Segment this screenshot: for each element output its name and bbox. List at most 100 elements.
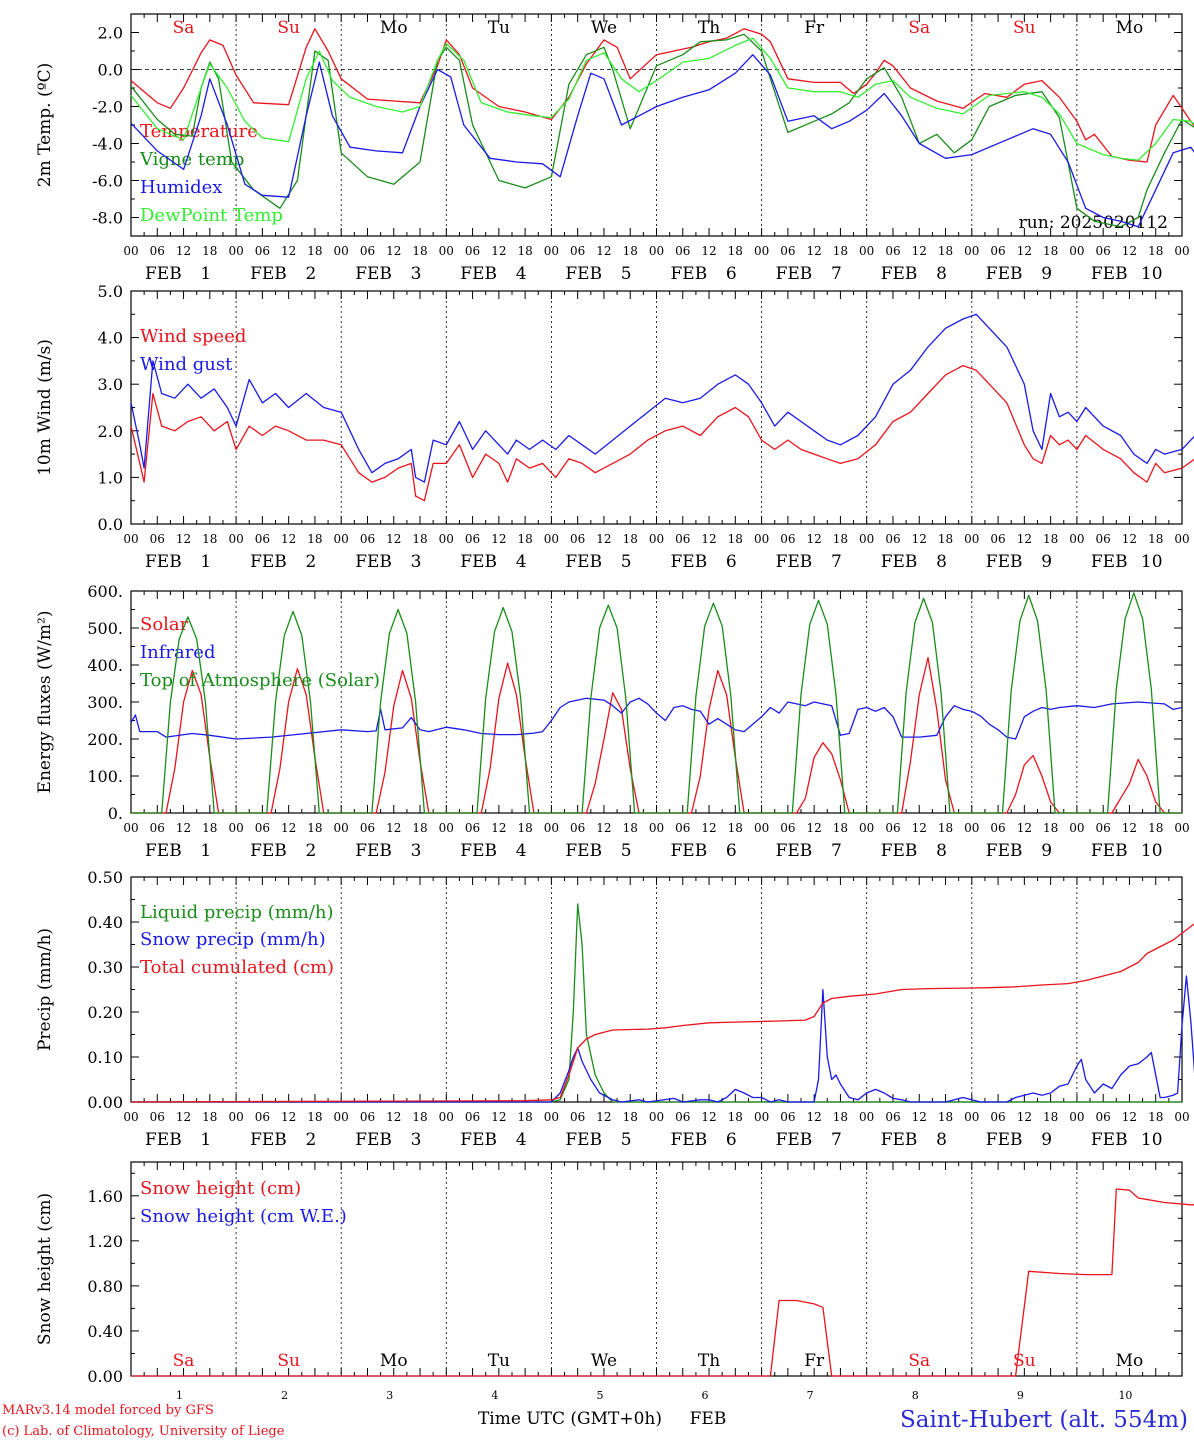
x-hour-label: 18 xyxy=(938,1110,953,1124)
x-day-number: 1 xyxy=(200,1130,211,1150)
legend-entry: Wind speed xyxy=(140,326,246,347)
x-hour-label: 12 xyxy=(807,244,822,258)
x-day-number: 8 xyxy=(936,552,947,572)
x-hour-label: 12 xyxy=(281,532,296,546)
x-hour-label: 06 xyxy=(780,1110,795,1124)
x-hour-label: 00 xyxy=(754,532,769,546)
x-day-number: 5 xyxy=(621,841,632,861)
day-number-bottom: 8 xyxy=(912,1389,919,1402)
series-line-5-1 xyxy=(131,1188,1194,1377)
x-hour-label: 00 xyxy=(649,821,664,835)
x-hour-label: 00 xyxy=(649,532,664,546)
x-hour-label: 00 xyxy=(859,821,874,835)
x-hour-label: 06 xyxy=(570,244,585,258)
x-hour-label: 12 xyxy=(491,821,506,835)
x-day-month: FEB xyxy=(881,841,918,861)
x-hour-label: 12 xyxy=(386,1110,401,1124)
weekday-label-top: Tu xyxy=(488,18,510,38)
x-hour-label: 12 xyxy=(1122,821,1137,835)
x-day-month: FEB xyxy=(355,264,392,284)
weekday-label-bottom: Sa xyxy=(908,1351,930,1371)
legend-entry: DewPoint Temp xyxy=(140,205,283,226)
x-day-month: FEB xyxy=(355,1130,392,1150)
x-day-month: FEB xyxy=(355,552,392,572)
y-tick-label: 200. xyxy=(87,730,123,749)
legend-entry: Snow height (cm) xyxy=(140,1178,301,1199)
x-hour-label: 06 xyxy=(570,1110,585,1124)
x-hour-label: 00 xyxy=(649,244,664,258)
y-axis-title: Energy fluxes (W/m²) xyxy=(35,611,55,794)
x-hour-label: 12 xyxy=(1017,821,1032,835)
y-tick-label: 0.80 xyxy=(87,1277,123,1296)
y-tick-label: 0.0 xyxy=(98,61,123,80)
x-day-month: FEB xyxy=(250,552,287,572)
weekday-label-bottom: Th xyxy=(698,1351,720,1371)
x-day-month: FEB xyxy=(250,264,287,284)
x-hour-label: 06 xyxy=(885,1110,900,1124)
x-hour-label: 00 xyxy=(964,244,979,258)
x-hour-label: 00 xyxy=(334,244,349,258)
x-day-number: 6 xyxy=(726,1130,737,1150)
x-hour-label: 18 xyxy=(938,244,953,258)
legend-entry: Liquid precip (mm/h) xyxy=(140,902,334,923)
x-day-month: FEB xyxy=(1091,1130,1128,1150)
x-day-number: 4 xyxy=(516,1130,527,1150)
day-number-bottom: 10 xyxy=(1118,1389,1132,1402)
x-day-month: FEB xyxy=(250,841,287,861)
x-hour-label: 12 xyxy=(912,1110,927,1124)
series-line-1-1 xyxy=(130,28,1194,163)
x-hour-label: 12 xyxy=(491,244,506,258)
x-hour-label: 18 xyxy=(1043,532,1058,546)
x-day-number: 6 xyxy=(726,264,737,284)
x-day-number: 3 xyxy=(411,841,422,861)
x-hour-label: 18 xyxy=(728,244,743,258)
y-tick-label: 400. xyxy=(87,656,123,675)
x-hour-label: 12 xyxy=(1017,244,1032,258)
x-hour-label: 12 xyxy=(491,1110,506,1124)
x-hour-label: 00 xyxy=(1069,244,1084,258)
y-tick-label: -4.0 xyxy=(92,135,123,154)
x-hour-label: 12 xyxy=(386,244,401,258)
x-hour-label: 00 xyxy=(123,532,138,546)
x-hour-label: 12 xyxy=(1122,532,1137,546)
x-hour-label: 18 xyxy=(833,1110,848,1124)
x-day-month: FEB xyxy=(671,841,708,861)
x-hour-label: 00 xyxy=(439,1110,454,1124)
x-day-month: FEB xyxy=(1091,264,1128,284)
x-day-month: FEB xyxy=(986,1130,1023,1150)
x-hour-label: 18 xyxy=(728,821,743,835)
x-hour-label: 06 xyxy=(885,244,900,258)
x-hour-label: 00 xyxy=(859,532,874,546)
weekday-label-top: Fr xyxy=(804,18,825,38)
x-hour-label: 00 xyxy=(1069,821,1084,835)
day-number-bottom: 9 xyxy=(1017,1389,1024,1402)
x-hour-label: 00 xyxy=(123,821,138,835)
x-day-number: 9 xyxy=(1041,1130,1052,1150)
x-hour-label: 12 xyxy=(807,1110,822,1124)
x-day-number: 7 xyxy=(831,841,842,861)
series-line-2-1 xyxy=(130,364,1194,502)
x-hour-label: 18 xyxy=(938,532,953,546)
x-hour-label: 18 xyxy=(202,1110,217,1124)
x-hour-label: 00 xyxy=(228,244,243,258)
credit-lab: (c) Lab. of Climatology, University of L… xyxy=(2,1424,285,1439)
y-tick-label: 1.60 xyxy=(87,1187,123,1206)
x-day-month: FEB xyxy=(986,552,1023,572)
credit-model: MARv3.14 model forced by GFS xyxy=(2,1403,214,1418)
x-hour-label: 12 xyxy=(176,821,191,835)
series-line-1-4 xyxy=(130,37,1194,161)
x-hour-label: 00 xyxy=(1174,1110,1189,1124)
x-hour-label: 06 xyxy=(360,244,375,258)
x-day-month: FEB xyxy=(460,552,497,572)
x-hour-label: 06 xyxy=(780,244,795,258)
x-day-number: 3 xyxy=(411,1130,422,1150)
x-hour-label: 12 xyxy=(701,244,716,258)
legend-entry: Snow precip (mm/h) xyxy=(140,929,326,950)
x-hour-label: 06 xyxy=(990,821,1005,835)
x-day-number: 8 xyxy=(936,264,947,284)
legend-entry: Humidex xyxy=(140,177,222,198)
weekday-label-bottom: Su xyxy=(277,1351,300,1371)
x-day-month: FEB xyxy=(145,1130,182,1150)
x-hour-label: 00 xyxy=(964,1110,979,1124)
